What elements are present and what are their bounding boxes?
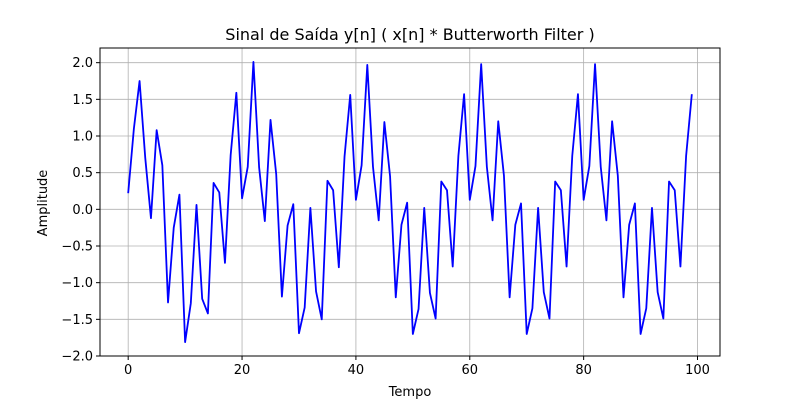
y-tick-label: −2.0 [61, 350, 93, 365]
y-tick-label: 0.5 [72, 166, 93, 181]
x-tick-label: 60 [462, 363, 479, 378]
x-tick-label: 80 [575, 363, 592, 378]
tick-layer: 0 20 40 60 80 100 −2.0 −1.5 −1.0 −0.5 0.0 0.5 1.0 1.5… [61, 56, 710, 378]
series-line [127, 61, 693, 343]
y-axis-label: Amplitude [36, 170, 51, 237]
x-tick-label: 20 [234, 363, 251, 378]
chart-title: Sinal de Saída y[n] ( x[n] * Butterworth… [225, 25, 594, 44]
y-tick-label: −1.5 [61, 313, 93, 328]
y-tick-label: 0.0 [72, 203, 93, 218]
y-tick-label: −0.5 [61, 240, 93, 255]
x-axis-label: Tempo [388, 385, 432, 400]
x-tick-label: 100 [685, 363, 710, 378]
y-tick-label: 1.5 [72, 93, 93, 108]
x-tick-label: 40 [348, 363, 365, 378]
y-tick-label: 1.0 [72, 130, 93, 145]
grid-layer [100, 48, 720, 357]
plot-frame [99, 47, 721, 357]
series-layer [127, 61, 693, 343]
y-tick-label: −1.0 [61, 276, 93, 291]
y-tick-label: 2.0 [72, 56, 93, 71]
x-tick-label: 0 [124, 363, 132, 378]
